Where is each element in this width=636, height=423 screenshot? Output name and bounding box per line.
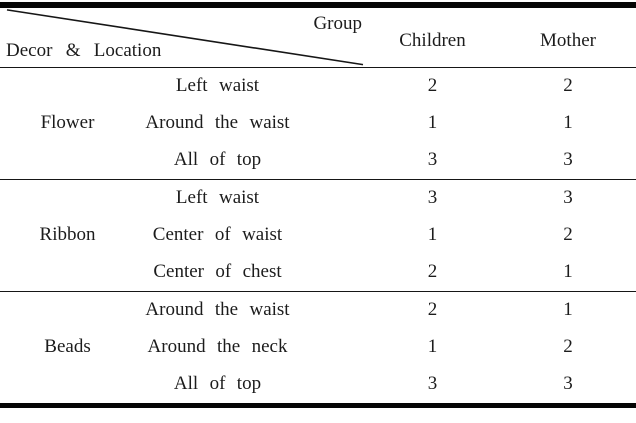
column-header-mother: Mother bbox=[500, 5, 636, 68]
table-row: Beads Around the waist 2 1 bbox=[0, 290, 636, 405]
children-value-cell: 2 bbox=[427, 75, 438, 96]
mother-value-cell: 3 bbox=[563, 373, 573, 394]
header-row: Group Decor & Location Children Mother bbox=[0, 5, 636, 68]
decor-label: Ribbon bbox=[0, 178, 135, 291]
children-value-cell: 3 bbox=[365, 178, 500, 217]
decor-label: Beads bbox=[0, 290, 135, 405]
table-row: All of top 3 3 bbox=[0, 366, 636, 406]
children-value-cell: 2 bbox=[427, 261, 438, 282]
mother-value-cell: 1 bbox=[563, 112, 573, 133]
spacer-cell bbox=[300, 67, 365, 105]
spacer-cell bbox=[300, 290, 365, 329]
spacer-cell bbox=[300, 105, 365, 142]
spacer-cell bbox=[300, 366, 365, 406]
table-row: Around the neck 1 2 bbox=[0, 329, 636, 366]
column-header-children: Children bbox=[365, 5, 500, 68]
spacer-cell bbox=[300, 178, 365, 217]
spacer-cell bbox=[300, 329, 365, 366]
children-value-cell: 2 bbox=[365, 290, 500, 329]
mother-value-cell: 2 bbox=[563, 336, 573, 357]
children-value-cell: 3 bbox=[427, 373, 438, 394]
table-row: All of top 3 3 bbox=[0, 142, 636, 180]
mother-value-cell: 2 bbox=[563, 224, 573, 245]
children-value-cell: 3 bbox=[427, 149, 438, 170]
location-cell: All of top bbox=[173, 149, 262, 170]
location-cell: All of top bbox=[173, 373, 262, 394]
mother-value-cell: 1 bbox=[563, 261, 573, 282]
children-value-cell: 1 bbox=[427, 336, 438, 357]
location-cell: Center of chest bbox=[153, 261, 282, 282]
table-row: Around the waist 1 1 bbox=[0, 105, 636, 142]
group-axis-label: Group bbox=[313, 13, 362, 34]
section-beads: Beads Around the waist 2 1 Around the ne… bbox=[0, 290, 636, 406]
section-flower: Flower Left waist 2 2 Around the waist 1… bbox=[0, 67, 636, 179]
location-cell: Left waist bbox=[175, 75, 260, 96]
mother-value-cell: 2 bbox=[563, 75, 573, 96]
diagonal-header-cell: Group Decor & Location bbox=[0, 5, 365, 68]
spacer-cell bbox=[300, 217, 365, 254]
table-row: Flower Left waist 2 2 bbox=[0, 67, 636, 133]
decor-location-table: Group Decor & Location Children Mother F… bbox=[0, 2, 636, 408]
diagonal-divider-line bbox=[6, 9, 364, 66]
mother-value-cell: 3 bbox=[500, 178, 636, 217]
section-ribbon: Ribbon Left waist 3 3 Center of waist 1 … bbox=[0, 178, 636, 292]
children-value-cell: 1 bbox=[427, 224, 438, 245]
children-value-cell: 1 bbox=[427, 112, 438, 133]
location-cell: Left waist bbox=[135, 178, 300, 217]
decor-label: Flower bbox=[40, 112, 95, 133]
location-cell: Around the waist bbox=[135, 290, 300, 329]
mother-value-cell: 3 bbox=[563, 149, 573, 170]
table-header: Group Decor & Location Children Mother bbox=[0, 5, 636, 68]
table-row: Center of waist 1 2 bbox=[0, 217, 636, 254]
spacer-cell bbox=[300, 254, 365, 292]
location-cell: Around the neck bbox=[147, 336, 288, 357]
table-row: Ribbon Left waist 3 3 bbox=[0, 178, 636, 291]
mother-value-cell: 1 bbox=[500, 290, 636, 329]
spacer-cell bbox=[300, 142, 365, 180]
decor-location-axis-label: Decor & Location bbox=[6, 39, 162, 61]
table-row: Center of chest 2 1 bbox=[0, 254, 636, 292]
location-cell: Center of waist bbox=[152, 224, 283, 245]
location-cell: Around the waist bbox=[145, 112, 290, 133]
